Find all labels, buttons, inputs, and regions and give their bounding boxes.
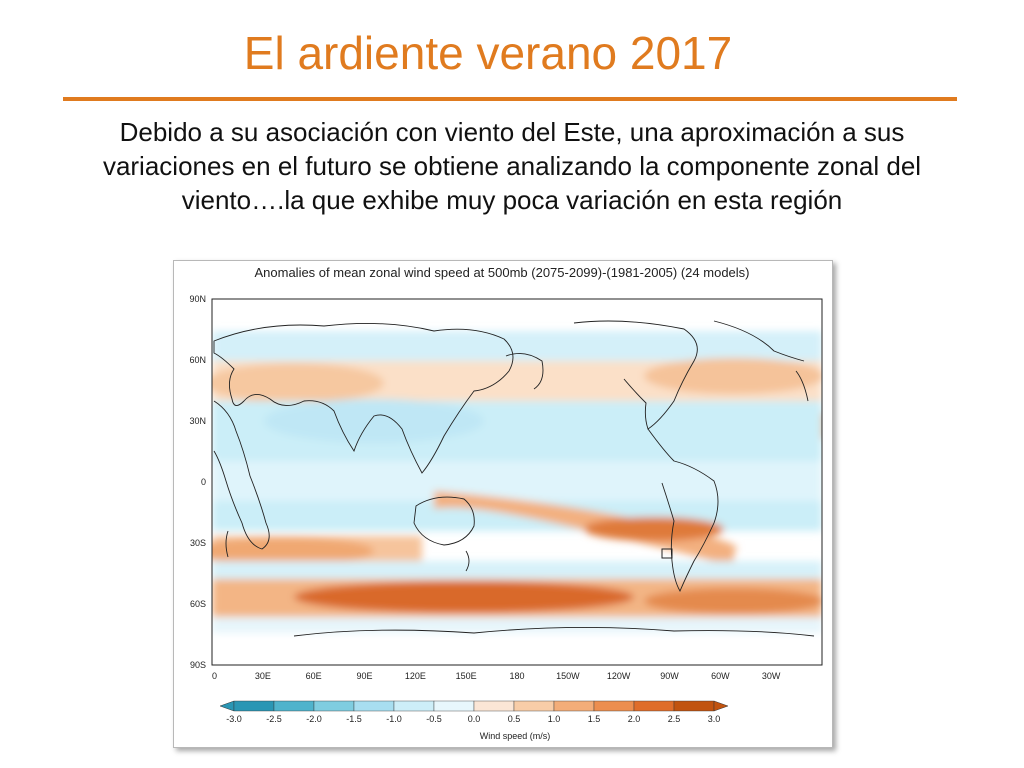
- slide-title: El ardiente verano 2017: [243, 27, 733, 79]
- lon-tick-label: 60E: [306, 671, 322, 681]
- wind-anomaly-figure: Anomalies of mean zonal wind speed at 50…: [173, 260, 833, 748]
- slide-body-text: Debido a su asociación con viento del Es…: [10, 116, 1014, 217]
- colorbar-tick-label: -2.5: [266, 714, 282, 724]
- figure-title: Anomalies of mean zonal wind speed at 50…: [254, 265, 749, 280]
- colorbar-swatch: [633, 700, 675, 712]
- colorbar-swatch: [233, 700, 275, 712]
- lat-tick-label: 60S: [190, 599, 206, 609]
- study-region-box: [661, 548, 673, 559]
- longitude-axis: 0 30E 60E 90E 120E 150E 180 150W 120W 90W 60W 30W: [212, 671, 781, 681]
- lat-tick-label: 90N: [189, 294, 206, 304]
- colorbar-swatch: [673, 700, 715, 712]
- colorbar-tick-label: 1.0: [548, 714, 561, 724]
- lat-tick-label: 60N: [189, 355, 206, 365]
- lat-tick-label: 30S: [190, 538, 206, 548]
- colorbar-swatch: [593, 700, 635, 712]
- lon-tick-label: 150E: [456, 671, 477, 681]
- lon-tick-label: 90E: [356, 671, 372, 681]
- colorbar-tick-label: 0.5: [508, 714, 521, 724]
- colorbar-tick-label: 2.5: [668, 714, 681, 724]
- anomaly-field: [212, 299, 822, 665]
- colorbar-swatch: [473, 700, 515, 712]
- colorbar-swatch: [433, 700, 475, 712]
- colorbar-swatch: [393, 700, 435, 712]
- body-line-2: variaciones en el futuro se obtiene anal…: [102, 150, 922, 181]
- colorbar-tick-label: -3.0: [226, 714, 242, 724]
- lon-tick-label: 120E: [405, 671, 426, 681]
- colorbar-label: Wind speed (m/s): [480, 731, 551, 741]
- lon-tick-label: 120W: [607, 671, 631, 681]
- colorbar: -3.0 -2.5 -2.0 -1.5 -1.0 -0.5 0.0 0.5 1.0 1.5 2.0 2…: [219, 700, 729, 724]
- lon-tick-label: 30W: [762, 671, 781, 681]
- lon-tick-label: 180: [509, 671, 524, 681]
- body-line-1: Debido a su asociación con viento del Es…: [119, 117, 905, 147]
- colorbar-tick-label: -1.5: [346, 714, 362, 724]
- colorbar-tick-label: 3.0: [708, 714, 721, 724]
- lat-tick-label: 90S: [190, 660, 206, 670]
- colorbar-tick-label: 1.5: [588, 714, 601, 724]
- map-border: [211, 298, 823, 666]
- latitude-axis: 90N 60N 30N 0 30S 60S 90S: [189, 294, 206, 670]
- lat-tick-label: 30N: [189, 416, 206, 426]
- colorbar-min-arrow: [219, 700, 235, 712]
- colorbar-tick-label: -0.5: [426, 714, 442, 724]
- lon-tick-label: 150W: [556, 671, 580, 681]
- title-underline: [63, 97, 957, 101]
- lon-tick-label: 30E: [255, 671, 271, 681]
- colorbar-swatch: [313, 700, 355, 712]
- colorbar-swatch: [273, 700, 315, 712]
- colorbar-swatch: [513, 700, 555, 712]
- colorbar-tick-label: 0.0: [468, 714, 481, 724]
- wind-anomaly-map-svg: Anomalies of mean zonal wind speed at 50…: [189, 265, 823, 741]
- lat-tick-label: 0: [201, 477, 206, 487]
- lon-tick-label: 90W: [660, 671, 679, 681]
- colorbar-tick-label: -2.0: [306, 714, 322, 724]
- lon-tick-label: 60W: [711, 671, 730, 681]
- lon-tick-label: 0: [212, 671, 217, 681]
- colorbar-swatch: [553, 700, 595, 712]
- coastlines: [213, 320, 815, 637]
- colorbar-tick-label: -1.0: [386, 714, 402, 724]
- colorbar-tick-label: 2.0: [628, 714, 641, 724]
- body-line-3: viento….la que exhibe muy poca variación…: [181, 184, 843, 215]
- colorbar-max-arrow: [713, 700, 729, 712]
- colorbar-swatch: [353, 700, 395, 712]
